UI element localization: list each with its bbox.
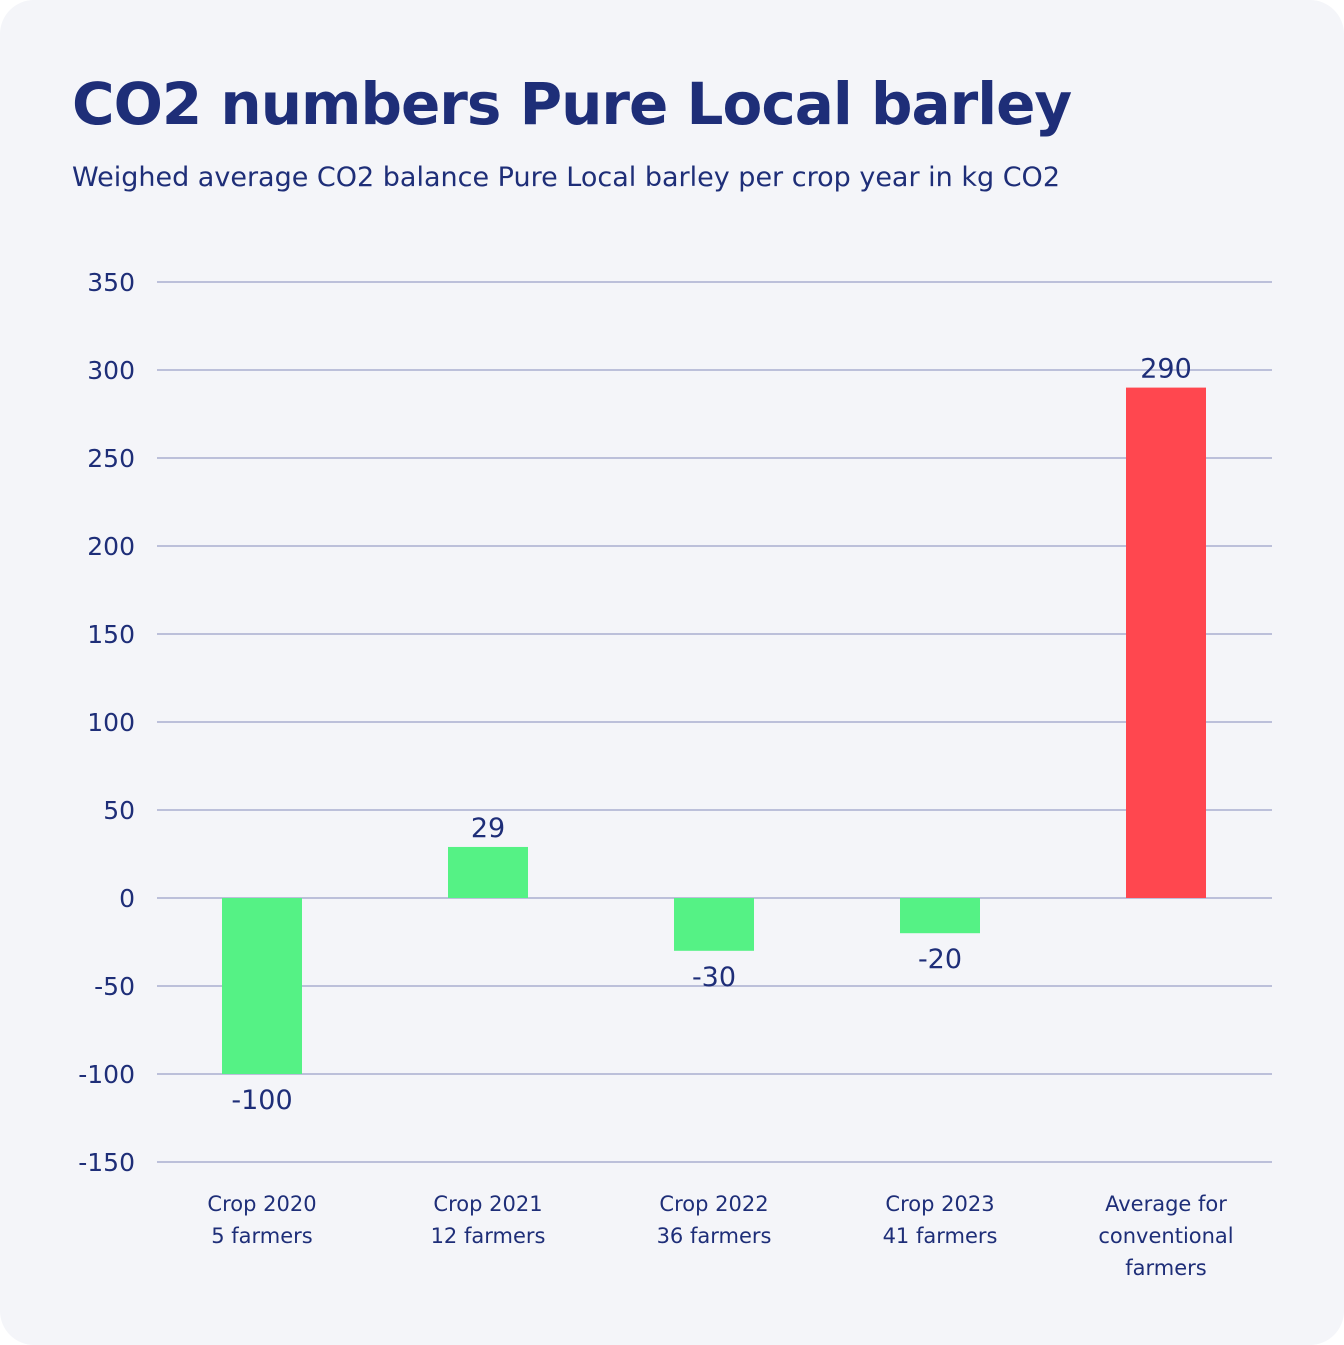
x-category-label: conventional xyxy=(1098,1224,1233,1248)
y-tick-label: -50 xyxy=(94,972,135,1001)
x-category-label: farmers xyxy=(1125,1256,1206,1280)
bar xyxy=(900,898,980,934)
y-tick-label: 250 xyxy=(87,444,135,473)
y-tick-label: 200 xyxy=(87,532,135,561)
x-category-label: Crop 2020 xyxy=(207,1192,316,1216)
x-category-label: 41 farmers xyxy=(883,1224,998,1248)
y-tick-label: 300 xyxy=(87,356,135,385)
bar xyxy=(448,846,528,898)
data-label: -100 xyxy=(231,1085,292,1116)
bar xyxy=(1126,387,1206,898)
x-category-label: 12 farmers xyxy=(431,1224,546,1248)
chart-subtitle: Weighed average CO2 balance Pure Local b… xyxy=(72,162,1060,193)
y-tick-label: 0 xyxy=(119,884,135,913)
y-tick-label: -100 xyxy=(78,1060,135,1089)
x-category-label: Crop 2021 xyxy=(433,1192,542,1216)
data-label: -30 xyxy=(692,962,736,993)
y-tick-label: 50 xyxy=(103,796,135,825)
y-tick-label: 150 xyxy=(87,620,135,649)
bar xyxy=(222,898,302,1074)
chart-title: CO2 numbers Pure Local barley xyxy=(72,70,1072,138)
data-label: -20 xyxy=(918,944,962,975)
x-category-label: Crop 2023 xyxy=(885,1192,994,1216)
x-category-label: Crop 2022 xyxy=(659,1192,768,1216)
y-tick-label: 350 xyxy=(87,268,135,297)
data-label: 290 xyxy=(1140,354,1192,385)
y-tick-label: 100 xyxy=(87,708,135,737)
x-category-label: Average for xyxy=(1105,1192,1227,1216)
y-tick-label: -150 xyxy=(78,1148,135,1177)
bar xyxy=(674,898,754,951)
data-label: 29 xyxy=(471,813,505,844)
x-category-label: 5 farmers xyxy=(211,1224,313,1248)
x-category-label: 36 farmers xyxy=(657,1224,772,1248)
